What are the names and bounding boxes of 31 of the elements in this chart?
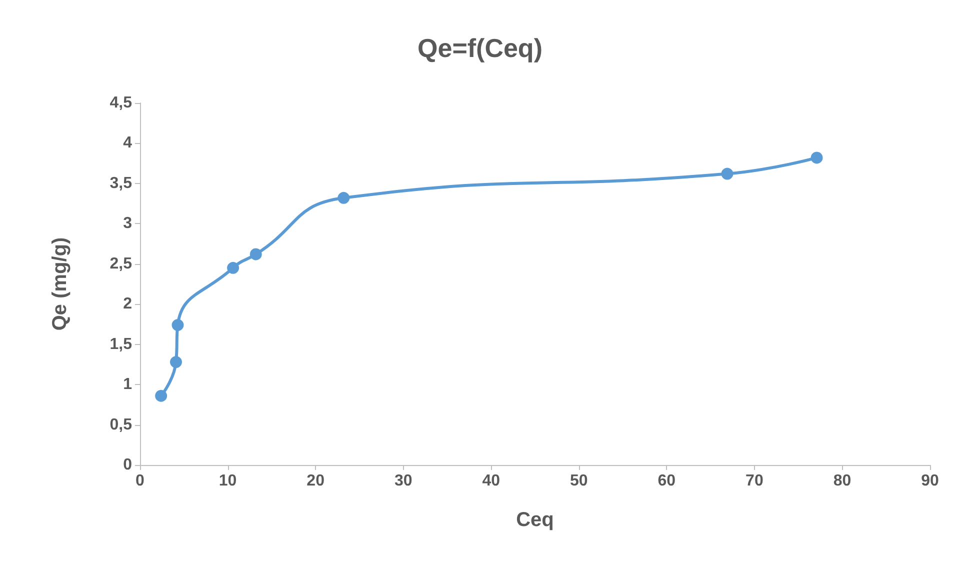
x-tick-label: 40 <box>482 472 500 490</box>
point <box>810 152 823 164</box>
y-tick-label: 0 <box>123 456 132 474</box>
x-tick-label: 70 <box>746 472 764 490</box>
point <box>155 390 168 402</box>
point <box>170 356 182 368</box>
x-axis-title: Ceq <box>516 509 554 531</box>
x-tick-label: 30 <box>394 472 412 490</box>
y-axis-title: Qe (mg/g) <box>49 237 71 331</box>
y-tick-label: 2 <box>123 296 132 313</box>
y-tick-label: 4,5 <box>110 94 132 112</box>
x-tick-label: 90 <box>921 472 939 490</box>
x-tick-label: 50 <box>570 472 588 490</box>
y-tick-label: 2,5 <box>110 255 132 272</box>
point <box>172 319 184 332</box>
y-tick-label: 4 <box>123 134 132 152</box>
point <box>338 192 350 204</box>
point <box>250 248 262 260</box>
y-tick-label: 1,5 <box>110 336 132 353</box>
y-tick-label: 3,5 <box>110 174 132 192</box>
x-tick-label: 10 <box>218 472 237 490</box>
point <box>227 262 240 274</box>
y-tick-label: 3 <box>123 215 132 232</box>
x-tick-label: 60 <box>658 472 676 490</box>
x-tick-label: 80 <box>833 472 852 490</box>
y-tick-label: 0,5 <box>110 416 132 434</box>
point <box>721 168 734 180</box>
x-tick-label: 0 <box>136 472 145 490</box>
chart-title: Qe=f(Ceq) <box>418 33 542 63</box>
x-tick-label: 20 <box>306 472 325 490</box>
y-tick-label: 1 <box>123 376 132 394</box>
